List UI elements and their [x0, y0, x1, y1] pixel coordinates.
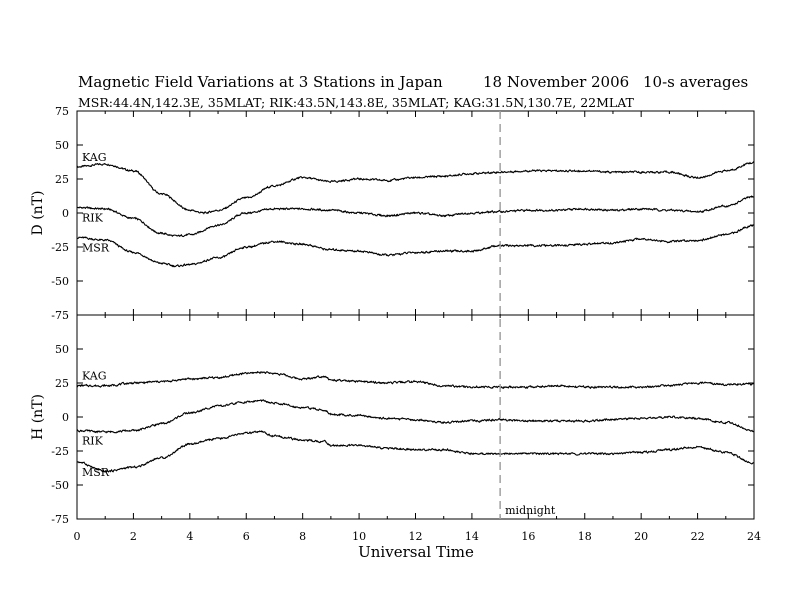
- series-label-kag: KAG: [82, 370, 107, 383]
- y-tick-label: 25: [55, 173, 69, 186]
- x-tick-label: 10: [352, 530, 366, 543]
- series-line-kag: [76, 161, 755, 215]
- x-tick-label: 22: [691, 530, 705, 543]
- x-tick-label: 2: [130, 530, 137, 543]
- panel-h: 50 25 0 -25 -50 -75 KAG RIK MSR H (nT): [30, 314, 755, 526]
- series-line-rik: [76, 399, 755, 434]
- y-tick-label: 50: [55, 139, 69, 152]
- panel-d-ylabel: D (nT): [30, 191, 46, 236]
- x-tick-label: 6: [243, 530, 250, 543]
- x-tick-label: 14: [465, 530, 479, 543]
- x-tick-label: 12: [409, 530, 423, 543]
- panel-h-ylabel: H (nT): [30, 394, 46, 440]
- series-line-msr: [76, 224, 755, 268]
- averaging-label: 10-s averages: [643, 73, 749, 91]
- x-tick-label: 8: [299, 530, 306, 543]
- panel-h-frame: [76, 314, 755, 520]
- y-tick-label: 0: [62, 411, 69, 424]
- y-tick-label: -25: [51, 241, 69, 254]
- x-axis-label: Universal Time: [358, 543, 474, 561]
- y-tick-label: 75: [55, 105, 69, 118]
- series-label-rik: RIK: [82, 212, 104, 225]
- date-label: 18 November 2006: [483, 73, 630, 91]
- x-tick-label: 0: [74, 530, 81, 543]
- y-tick-label: 50: [55, 343, 69, 356]
- x-tick-label: 16: [521, 530, 535, 543]
- y-tick-label: -50: [51, 479, 69, 492]
- chart-title: Magnetic Field Variations at 3 Stations …: [78, 73, 443, 91]
- series-line-rik: [76, 195, 755, 238]
- panel-h-traces: [76, 370, 755, 473]
- y-tick-label: 0: [62, 207, 69, 220]
- series-line-kag: [76, 370, 755, 390]
- y-tick-label: -75: [51, 513, 69, 526]
- x-axis: 0 2 4 6 8 10 12 14 16 18 20 22 24: [74, 530, 762, 543]
- x-tick-label: 20: [634, 530, 648, 543]
- series-label-kag: KAG: [82, 151, 107, 164]
- x-tick-label: 24: [747, 530, 761, 543]
- midnight-label: midnight: [505, 504, 556, 517]
- series-label-msr: MSR: [82, 241, 110, 254]
- panel-d-y-axis: 75 50 25 0 -25 -50 -75: [51, 105, 755, 322]
- y-tick-label: -25: [51, 445, 69, 458]
- y-tick-label: 25: [55, 377, 69, 390]
- x-tick-label: 18: [578, 530, 592, 543]
- panel-d: 75 50 25 0 -25 -50 -75 KAG RIK MSR D (nT): [30, 105, 755, 322]
- panel-h-series-labels: KAG RIK MSR: [82, 370, 110, 479]
- series-line-msr: [76, 430, 755, 473]
- panel-d-traces: [76, 161, 755, 268]
- panel-d-series-labels: KAG RIK MSR: [82, 151, 110, 255]
- series-label-msr: MSR: [82, 466, 110, 479]
- series-label-rik: RIK: [82, 435, 104, 448]
- y-tick-label: -75: [51, 309, 69, 322]
- y-tick-label: -50: [51, 275, 69, 288]
- x-tick-label: 4: [186, 530, 193, 543]
- station-info: MSR:44.4N,142.3E, 35MLAT; RIK:43.5N,143.…: [78, 95, 634, 110]
- panel-h-y-axis: 50 25 0 -25 -50 -75: [51, 315, 755, 526]
